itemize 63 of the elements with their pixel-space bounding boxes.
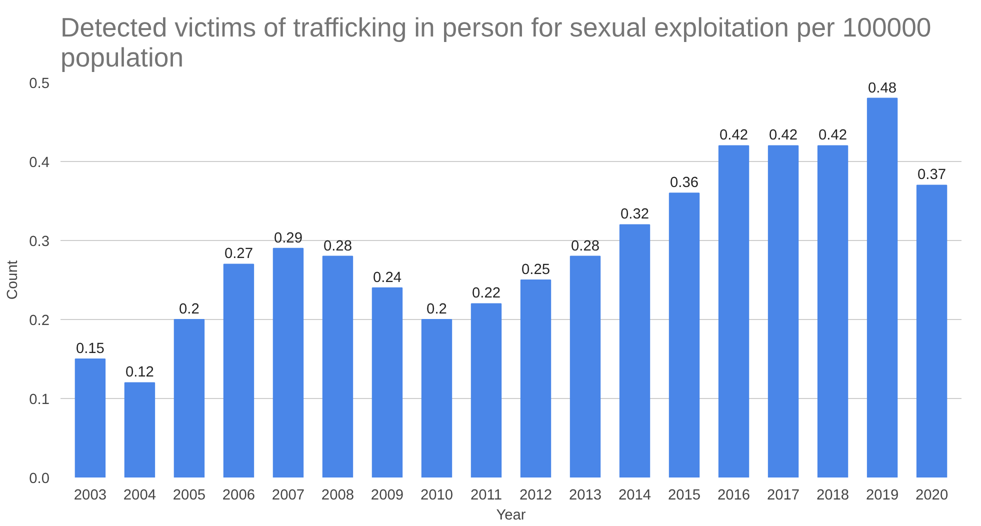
bar <box>223 264 254 478</box>
bar <box>817 145 848 478</box>
x-tick-label: 2006 <box>222 488 256 504</box>
x-tick-label: 2005 <box>172 488 206 504</box>
y-tick-label: 0.2 <box>29 313 50 329</box>
x-tick-label: 2009 <box>370 488 404 504</box>
data-label: 0.15 <box>76 341 104 357</box>
bar <box>916 184 948 478</box>
x-tick-label: 2017 <box>766 488 800 504</box>
data-label: 0.36 <box>670 175 699 192</box>
bar <box>768 145 799 478</box>
bar <box>668 192 700 478</box>
data-label: 0.2 <box>179 302 200 318</box>
data-label: 0.42 <box>769 128 798 144</box>
bar <box>470 303 502 478</box>
data-label: 0.28 <box>323 238 352 254</box>
bar <box>124 382 156 478</box>
bar <box>421 319 452 478</box>
bar <box>570 256 601 478</box>
data-label: 0.2 <box>426 302 447 318</box>
y-tick-label: 0.0 <box>29 471 50 487</box>
y-axis-title: Count <box>5 260 22 300</box>
x-tick-label: 2010 <box>420 488 454 504</box>
x-tick-label: 2011 <box>470 488 502 504</box>
data-label: 0.32 <box>620 206 650 223</box>
data-label: 0.27 <box>224 246 253 262</box>
x-tick-label: 2020 <box>915 488 948 504</box>
bar <box>372 287 403 478</box>
bar <box>520 280 552 478</box>
y-tick-label: 0.5 <box>29 76 50 92</box>
x-tick-label: 2018 <box>816 488 850 504</box>
x-tick-label: 2016 <box>717 488 750 504</box>
bar <box>866 98 898 478</box>
y-tick-label: 0.3 <box>29 234 50 250</box>
data-label: 0.42 <box>720 128 748 144</box>
data-label: 0.42 <box>818 128 848 144</box>
bar <box>74 358 106 478</box>
data-label: 0.25 <box>521 262 550 278</box>
bar <box>718 145 750 478</box>
y-tick-label: 0.4 <box>29 155 50 171</box>
x-tick-label: 2003 <box>74 488 107 504</box>
data-label: 0.24 <box>372 270 402 286</box>
bar <box>619 224 650 478</box>
data-label: 0.48 <box>868 80 897 96</box>
x-tick-label: 2008 <box>321 488 354 504</box>
x-tick-label: 2012 <box>519 488 552 504</box>
chart-title: Detected victims of trafficking in person for sexual exploitation per 100000 population <box>60 12 932 72</box>
x-axis-title: Year <box>496 508 526 524</box>
x-tick-label: 2014 <box>618 488 652 504</box>
bar <box>322 256 354 478</box>
x-tick-label: 2004 <box>123 488 156 504</box>
bar <box>174 319 205 478</box>
bar <box>272 248 304 478</box>
data-label: 0.28 <box>570 238 600 254</box>
x-tick-label: 2015 <box>668 488 701 504</box>
y-tick-label: 0.1 <box>29 392 50 408</box>
data-label: 0.12 <box>125 364 154 381</box>
x-tick-label: 2019 <box>866 488 899 504</box>
x-tick-label: 2013 <box>568 488 602 504</box>
x-tick-label: 2007 <box>272 488 305 504</box>
data-label: 0.22 <box>472 286 501 302</box>
data-label: 0.29 <box>274 230 302 246</box>
data-label: 0.37 <box>918 167 946 184</box>
